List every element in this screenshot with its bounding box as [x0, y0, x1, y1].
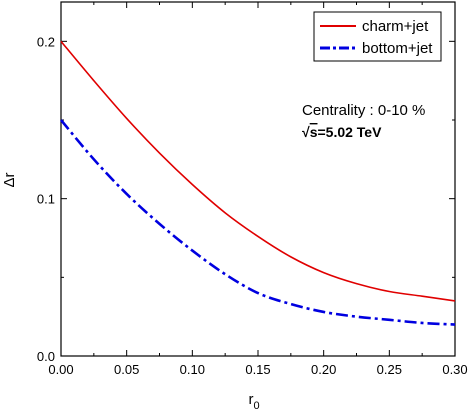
legend-box: [313, 11, 442, 62]
series-line-bottom-jet: [60, 119, 456, 326]
y-tick-label: 0.2: [37, 34, 55, 49]
x-tick-label: 0.30: [442, 362, 467, 377]
annotation-energy: √s=5.02 TeV: [302, 124, 382, 140]
x-tick-label: 0.20: [311, 362, 336, 377]
sqrt-s: s: [310, 124, 318, 140]
x-axis-label-main: r: [248, 391, 253, 408]
x-tick-label: 0.15: [245, 362, 270, 377]
annotation-centrality: Centrality : 0-10 %: [302, 102, 425, 119]
x-axis-label: r0: [248, 391, 259, 412]
x-tick-label: 0.10: [180, 362, 205, 377]
sqrt-symbol: √: [302, 124, 310, 140]
y-axis-label: Δr: [1, 172, 18, 187]
legend: charm+jet bottom+jet: [313, 11, 442, 62]
y-tick-label: 0.0: [37, 349, 55, 364]
x-tick-label: 0.00: [48, 362, 73, 377]
energy-value: =5.02 TeV: [317, 124, 382, 140]
series-lines: [60, 40, 456, 326]
legend-label-bottom: bottom+jet: [362, 40, 433, 57]
legend-label-charm: charm+jet: [362, 18, 429, 35]
x-axis-label-subscript: 0: [253, 400, 259, 412]
axis-ticks: 0.00 0.05 0.10 0.15 0.20 0.25 0.30 0.0 0.1 0.2: [37, 2, 468, 377]
x-tick-label: 0.25: [377, 362, 402, 377]
y-tick-label: 0.1: [37, 192, 55, 207]
x-tick-label: 0.05: [114, 362, 139, 377]
series-line-charm-jet: [60, 40, 456, 302]
